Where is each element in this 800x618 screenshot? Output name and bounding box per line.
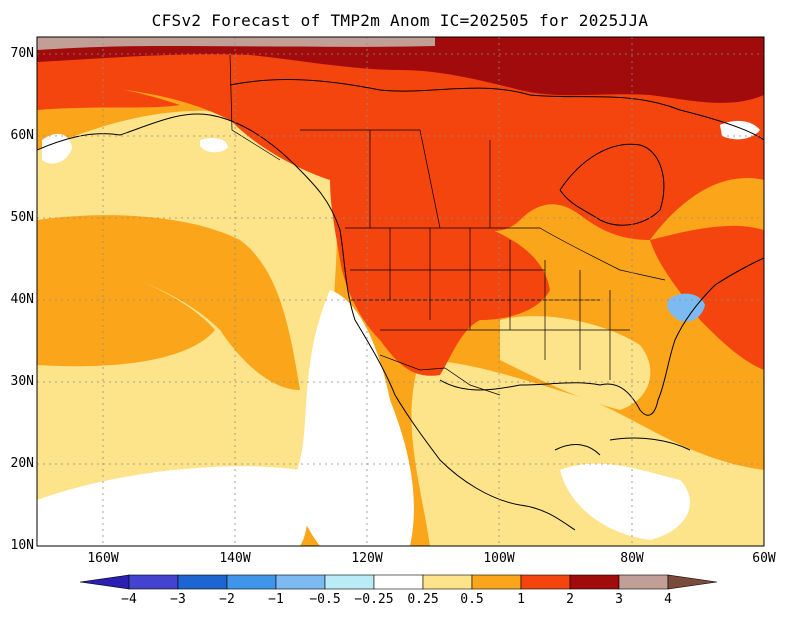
field-warm-1-northeast (650, 225, 764, 370)
colorbar-swatch (618, 574, 669, 590)
field-cool-atlantic-spot (667, 293, 705, 322)
coastline-hudson (559, 143, 665, 226)
colorbar-swatch (226, 574, 277, 590)
colorbar-label: 1 (517, 592, 525, 607)
colorbar-swatch (128, 574, 179, 590)
lat-label-30n: 30N (10, 374, 34, 389)
field-neutral-hudson-spot (720, 120, 760, 140)
field-neutral-bering-spot (42, 133, 72, 164)
border-us-canada (345, 227, 666, 281)
colorbar-swatch (569, 574, 620, 590)
gridlines (37, 37, 764, 546)
lat-label-50n: 50N (10, 210, 34, 225)
lon-label-120w: 120W (351, 551, 383, 566)
colorbar-label: 0.25 (407, 592, 439, 607)
lat-label-10n: 10N (10, 538, 34, 553)
colorbar-swatch (520, 574, 571, 590)
colorbar-label: −2 (219, 592, 235, 607)
lat-label-60n: 60N (10, 128, 34, 143)
coastline-arctic (229, 79, 764, 141)
colorbar (79, 574, 718, 590)
colorbar-swatch (324, 574, 375, 590)
map-title: CFSv2 Forecast of TMP2m Anom IC=202505 f… (151, 11, 649, 30)
field-warm-025-southeast-us (500, 316, 651, 410)
lon-label-80w: 80W (620, 551, 644, 566)
colorbar-label: −4 (121, 592, 137, 607)
colorbar-arrow-min (79, 574, 130, 590)
colorbar-label: −1 (268, 592, 284, 607)
border-canada-provinces (300, 129, 491, 229)
field-warm-1-alaska-west (37, 83, 180, 110)
field-warm-2-arctic (37, 37, 764, 103)
colorbar-label: −0.5 (309, 592, 341, 607)
colorbar-label: 2 (566, 592, 574, 607)
political-borders (229, 54, 666, 396)
border-us-mexico (379, 354, 501, 396)
map-frame (36, 36, 765, 547)
colorbar-label: −3 (170, 592, 186, 607)
coastline-west (37, 113, 576, 531)
colorbar-label: 4 (664, 592, 672, 607)
colorbar-label: 3 (615, 592, 623, 607)
field-neutral-alaska-spot (200, 138, 228, 153)
field-warm-3-arctic (37, 37, 435, 50)
colorbar-swatch (471, 574, 522, 590)
border-alaska (229, 54, 281, 161)
colorbar-swatch (373, 574, 424, 590)
field-neutral-caribbean (560, 463, 690, 540)
field-neutral-baja-pacific (296, 290, 414, 546)
coastline-yucatan-cuba (554, 437, 691, 456)
lon-label-60w: 60W (752, 551, 776, 566)
lon-label-140w: 140W (219, 551, 251, 566)
colorbar-label: −0.25 (354, 592, 394, 607)
coastline-gulf (439, 257, 764, 416)
lon-label-160w: 160W (87, 551, 119, 566)
lat-label-40n: 40N (10, 292, 34, 307)
lat-label-20n: 20N (10, 456, 34, 471)
field-warm-05-central-pacific (37, 255, 215, 367)
field-warm-05-east-pacific-band (37, 215, 300, 390)
anomaly-field (37, 37, 764, 546)
colorbar-arrow-max (667, 574, 718, 590)
colorbar-swatch (422, 574, 473, 590)
lat-label-70n: 70N (10, 46, 34, 61)
colorbar-swatch (177, 574, 228, 590)
field-neutral-west-pacific (37, 466, 308, 546)
field-warm-1-western-us (330, 180, 550, 376)
lon-label-100w: 100W (483, 551, 515, 566)
coastlines (37, 79, 764, 531)
colorbar-swatch (275, 574, 326, 590)
colorbar-label: 0.5 (460, 592, 484, 607)
